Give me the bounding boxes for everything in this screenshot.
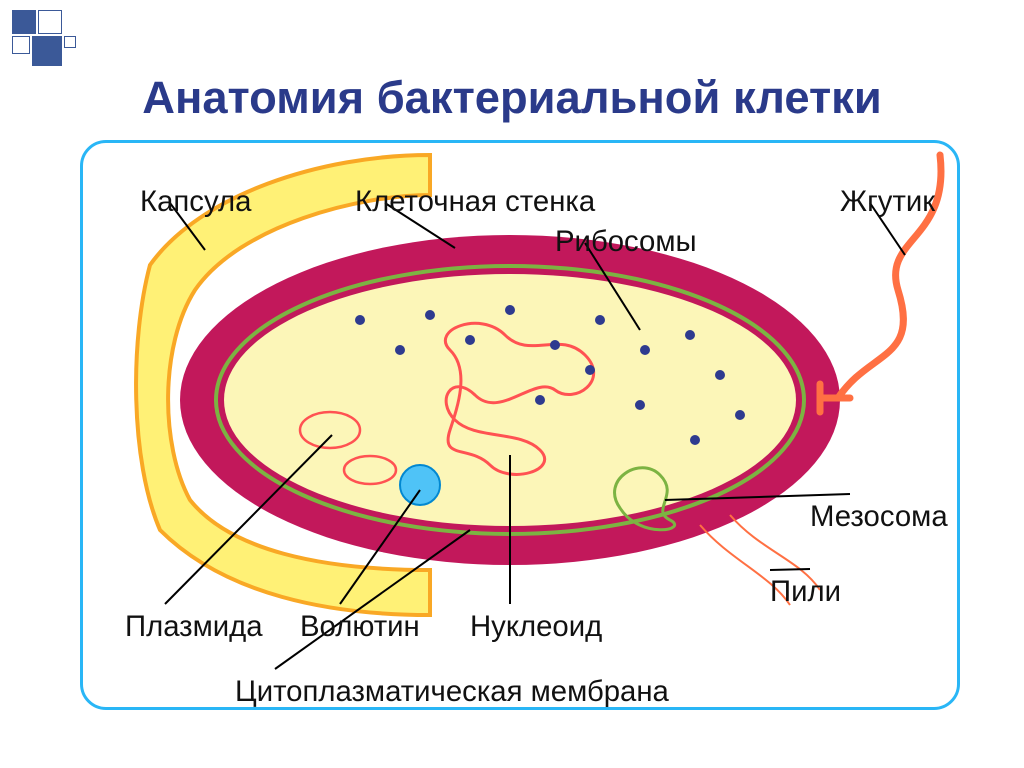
ribosome	[395, 345, 405, 355]
label-flagellum: Жгутик	[840, 185, 935, 219]
ribosome	[465, 335, 475, 345]
ribosome	[550, 340, 560, 350]
label-membrane: Цитоплазматическая мембрана	[235, 675, 669, 709]
label-pili: Пили	[770, 575, 841, 609]
label-cell_wall: Клеточная стенка	[355, 185, 595, 219]
ribosome	[425, 310, 435, 320]
ribosome	[635, 400, 645, 410]
ribosome	[715, 370, 725, 380]
ribosome	[585, 365, 595, 375]
label-nucleoid: Нуклеоид	[470, 610, 602, 644]
ribosome	[595, 315, 605, 325]
volutin	[400, 465, 440, 505]
slide: Анатомия бактериальной клетки КапсулаКле…	[0, 0, 1024, 768]
label-capsule: Капсула	[140, 185, 251, 219]
ribosome	[690, 435, 700, 445]
ribosome	[355, 315, 365, 325]
ribosome	[505, 305, 515, 315]
label-mesosome: Мезосома	[810, 500, 948, 534]
ribosome	[735, 410, 745, 420]
ribosome	[685, 330, 695, 340]
label-ribosomes: Рибосомы	[555, 225, 697, 259]
label-volutin: Волютин	[300, 610, 420, 644]
leader-line	[770, 569, 810, 570]
ribosome	[535, 395, 545, 405]
label-plasmid: Плазмида	[125, 610, 263, 644]
bacterial-cell-diagram	[0, 0, 1024, 768]
ribosome	[640, 345, 650, 355]
